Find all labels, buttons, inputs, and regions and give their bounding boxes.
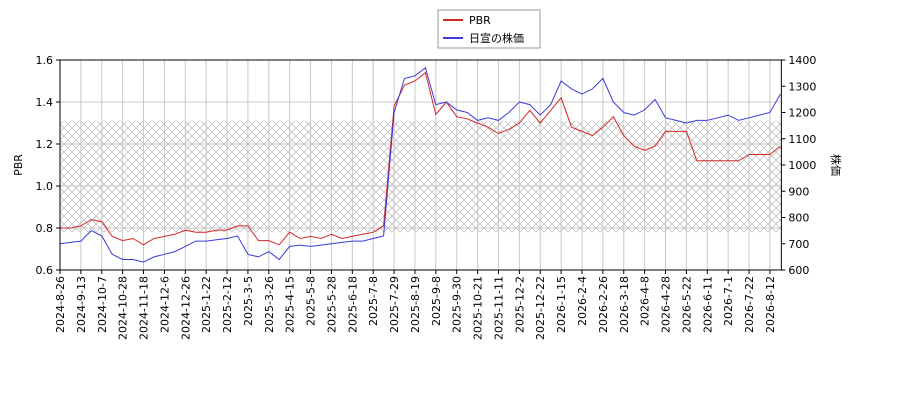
x-tick-label: 2024-12-26	[179, 276, 192, 340]
x-tick-label: 2025-5-28	[325, 276, 338, 333]
x-tick-label: 2025-7-29	[388, 276, 401, 333]
x-tick-label: 2024-12-6	[158, 276, 171, 333]
x-tick-label: 2026-2-26	[597, 276, 610, 333]
y2-tick-label: 800	[788, 212, 809, 225]
y-tick-label: 1.6	[36, 54, 54, 67]
y-tick-label: 0.8	[36, 222, 54, 235]
x-tick-label: 2026-2-4	[576, 276, 589, 326]
plot-frame	[59, 59, 782, 271]
legend-label: 日宣の株価	[469, 31, 524, 45]
y2-tick-label: 600	[788, 264, 809, 277]
x-tick-label: 2026-8-12	[764, 276, 777, 333]
legend-label: PBR	[469, 14, 491, 27]
x-tick-label: 2025-9-8	[430, 276, 443, 326]
series-line	[59, 67, 781, 263]
x-tick-label: 2024-10-28	[117, 276, 130, 340]
x-tick-label: 2026-3-18	[618, 276, 631, 333]
x-tick-label: 2025-9-30	[451, 276, 464, 333]
y-tick-label: 1.2	[36, 138, 54, 151]
x-tick-label: 2026-7-22	[743, 276, 756, 333]
y-tick-label: 1.4	[36, 96, 54, 109]
reference-band	[60, 120, 782, 233]
x-tick-label: 2025-7-8	[367, 276, 380, 326]
y2-tick-label: 1300	[788, 80, 816, 93]
y2-axis-label: 株価	[829, 154, 843, 176]
x-tick-label: 2025-2-12	[221, 276, 234, 333]
x-tick-label: 2025-3-5	[242, 276, 255, 326]
y2-tick-label: 1100	[788, 133, 816, 146]
x-tick-label: 2024-8-26	[54, 276, 67, 333]
y2-tick-label: 1400	[788, 54, 816, 67]
x-tick-label: 2025-12-2	[513, 276, 526, 333]
x-tick-label: 2026-4-28	[660, 276, 673, 333]
y-tick-label: 1.0	[36, 180, 54, 193]
x-tick-label: 2024-9-13	[75, 276, 88, 333]
y-tick-label: 0.6	[36, 264, 54, 277]
x-tick-label: 2025-5-8	[305, 276, 318, 326]
y2-tick-label: 900	[788, 185, 809, 198]
x-tick-label: 2026-1-15	[555, 276, 568, 333]
x-tick-label: 2026-6-11	[701, 276, 714, 333]
x-tick-label: 2025-10-21	[472, 276, 485, 340]
legend-box	[437, 9, 541, 49]
x-tick-label: 2025-1-22	[200, 276, 213, 333]
x-tick-label: 2026-7-1	[722, 276, 735, 326]
x-tick-label: 2025-4-15	[284, 276, 297, 333]
x-tick-label: 2026-4-8	[639, 276, 652, 326]
x-tick-label: 2024-10-7	[96, 276, 109, 333]
x-tick-label: 2025-11-11	[492, 276, 505, 340]
x-tick-label: 2026-5-22	[680, 276, 693, 333]
x-tick-label: 2025-12-22	[534, 276, 547, 340]
x-tick-label: 2025-3-26	[263, 276, 276, 333]
x-tick-label: 2024-11-18	[138, 276, 151, 340]
x-tick-label: 2025-8-19	[409, 276, 422, 333]
y-axis-label: PBR	[12, 154, 25, 176]
y2-tick-label: 700	[788, 238, 809, 251]
series-line	[60, 71, 781, 246]
x-tick-label: 2025-6-18	[346, 276, 359, 333]
y2-tick-label: 1200	[788, 107, 816, 120]
y2-tick-label: 1000	[788, 159, 816, 172]
